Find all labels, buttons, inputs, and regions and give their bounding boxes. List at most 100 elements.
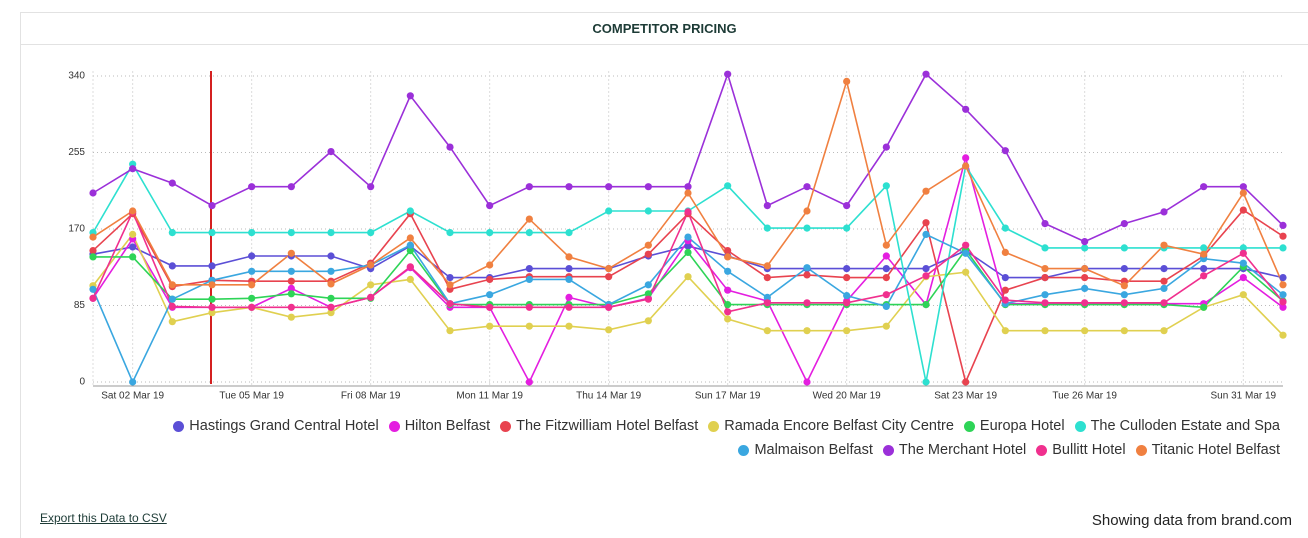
data-point [168,229,176,237]
legend-item[interactable]: Hilton Belfast [388,418,490,434]
data-point [89,285,97,293]
data-point [724,182,732,190]
legend-item[interactable]: Malmaison Belfast [738,442,873,458]
card: COMPETITOR PRICING [20,12,1308,538]
data-point [327,229,335,237]
data-point [1120,291,1128,299]
data-point [922,219,930,227]
data-point [962,249,970,257]
data-point [684,189,692,197]
data-point [1120,244,1128,252]
data-point [565,265,573,273]
data-point [565,322,573,330]
legend-label: The Merchant Hotel [898,442,1027,458]
data-point [803,207,811,215]
data-point [327,267,335,275]
data-point [882,291,890,299]
data-point [843,77,851,85]
data-point [922,265,930,273]
data-point [1279,298,1287,306]
data-point [1279,281,1287,289]
data-point [1041,299,1049,307]
data-point [724,70,732,78]
data-point [129,243,137,251]
legend-item[interactable]: Hastings Grand Central Hotel [173,418,379,434]
legend-item[interactable]: Bullitt Hotel [1036,442,1126,458]
data-point [446,229,454,237]
data-point [803,378,811,386]
data-point [89,247,97,255]
export-link[interactable]: Export this Data to CSV [40,511,167,525]
data-point [1120,265,1128,273]
data-point [1160,265,1168,273]
legend-item[interactable]: The Culloden Estate and Spa [1074,418,1280,434]
chart: 0 85 170 255 340 Sat 02 Mar 19 Tue 05 Mar 19 Fr… [68,70,1287,402]
legend-label: Titanic Hotel Belfast [1151,442,1280,458]
data-point [1200,265,1208,273]
data-point [605,273,613,281]
data-point [1200,244,1208,252]
data-point [168,318,176,326]
series-line [92,162,1283,383]
data-point [1001,327,1009,335]
data-point [644,290,652,298]
x-tick-label: Thu 14 Mar 19 [576,391,641,402]
data-point [208,303,216,311]
data-point [882,265,890,273]
data-point [1279,232,1287,240]
data-point [1200,303,1208,311]
legend-label: Europa Hotel [979,418,1065,434]
data-point [287,249,295,257]
legend-item[interactable]: The Merchant Hotel [882,442,1027,458]
data-point [565,275,573,283]
data-point [565,183,573,191]
data-point [287,284,295,292]
legend-label: Hastings Grand Central Hotel [189,418,379,434]
data-point [327,303,335,311]
data-point [724,253,732,261]
legend-item[interactable]: Ramada Encore Belfast City Centre [708,418,954,434]
data-point [1279,291,1287,299]
legend-label: Bullitt Hotel [1052,442,1126,458]
data-point [525,229,533,237]
data-point [208,281,216,289]
data-point [327,309,335,317]
data-point [446,274,454,282]
x-tick-label: Sun 17 Mar 19 [695,391,761,402]
data-point [1160,284,1168,292]
data-point [406,92,414,100]
data-point [367,293,375,301]
data-point [1200,250,1208,258]
legend-item[interactable]: Europa Hotel [963,418,1065,434]
legend-swatch [963,420,975,432]
data-point [1081,284,1089,292]
legend-swatch [1135,444,1147,456]
data-point [1120,282,1128,290]
data-point [129,207,137,215]
data-point [763,202,771,210]
x-tick-label: Mon 11 Mar 19 [456,391,523,402]
data-point [763,274,771,282]
data-point [446,300,454,308]
x-tick-label: Sat 23 Mar 19 [934,391,997,402]
data-point [684,242,692,250]
data-point [605,303,613,311]
data-point [129,253,137,261]
legend-label: The Culloden Estate and Spa [1090,418,1280,434]
data-point [1279,221,1287,229]
data-point [763,224,771,232]
data-point [1160,327,1168,335]
y-tick-label: 255 [68,147,85,158]
legend-item[interactable]: The Fitzwilliam Hotel Belfast [500,418,698,434]
data-point [724,308,732,316]
data-point [843,224,851,232]
data-point [1081,238,1089,246]
data-point [803,224,811,232]
legend-item[interactable]: Titanic Hotel Belfast [1135,442,1280,458]
legend-label: Ramada Encore Belfast City Centre [724,418,954,434]
data-point [843,327,851,335]
data-point [406,247,414,255]
data-point [1239,259,1247,267]
data-point [406,241,414,249]
data-point [605,265,613,273]
